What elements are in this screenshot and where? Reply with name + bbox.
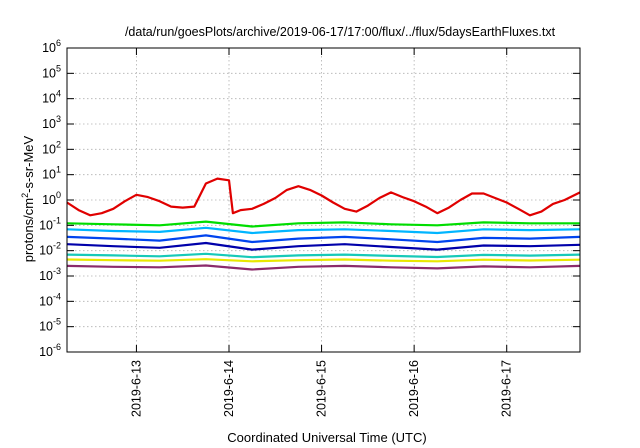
y-tick-label: 10-4 xyxy=(39,291,61,308)
series-line xyxy=(66,241,581,251)
y-tick-label: 105 xyxy=(42,63,61,80)
y-tick-label: 103 xyxy=(42,114,61,131)
x-tick-label: 2019-6-15 xyxy=(315,360,329,417)
y-tick-label: 104 xyxy=(42,89,61,106)
series-line xyxy=(66,177,581,217)
y-tick-label: 10-1 xyxy=(39,215,61,232)
x-tick-label: 2019-6-14 xyxy=(222,360,236,417)
y-tick-labels: 10-6 10-5 10-4 10-3 10-2 10-1 100 101 102 103 104 1… xyxy=(39,38,61,359)
series-line xyxy=(66,226,581,235)
series-layer xyxy=(66,177,581,271)
x-tick-labels: 2019-6-13 2019-6-14 2019-6-15 2019-6-16 2019… xyxy=(129,360,513,417)
x-axis-label: Coordinated Universal Time (UTC) xyxy=(227,430,426,445)
y-label-prefix: protons/cm xyxy=(21,198,36,262)
y-tick-label: 106 xyxy=(42,38,61,55)
x-tick-label: 2019-6-13 xyxy=(129,360,143,417)
y-tick-label: 10-2 xyxy=(39,241,61,258)
y-tick-label: 101 xyxy=(42,165,61,182)
y-tick-label: 10-6 xyxy=(39,342,61,359)
axis-ticks xyxy=(67,47,580,353)
series-line xyxy=(66,234,581,244)
plot-grid xyxy=(67,48,580,352)
x-tick-label: 2019-6-17 xyxy=(500,360,514,417)
y-axis-label: protons/cm2-s-sr-MeV xyxy=(20,135,36,262)
y-label-superscript: 2 xyxy=(20,193,30,198)
series-line xyxy=(66,264,581,271)
y-label-suffix: -s-sr-MeV xyxy=(21,135,36,192)
series-line xyxy=(66,220,580,228)
series-line xyxy=(66,258,581,263)
chart-title: /data/run/goesPlots/archive/2019-06-17/1… xyxy=(125,25,556,39)
y-tick-label: 100 xyxy=(42,190,61,207)
y-tick-label: 102 xyxy=(42,139,61,156)
y-tick-label: 10-3 xyxy=(39,266,61,283)
series-line xyxy=(66,252,581,259)
y-tick-label: 10-5 xyxy=(39,317,61,334)
x-tick-label: 2019-6-16 xyxy=(407,360,421,417)
